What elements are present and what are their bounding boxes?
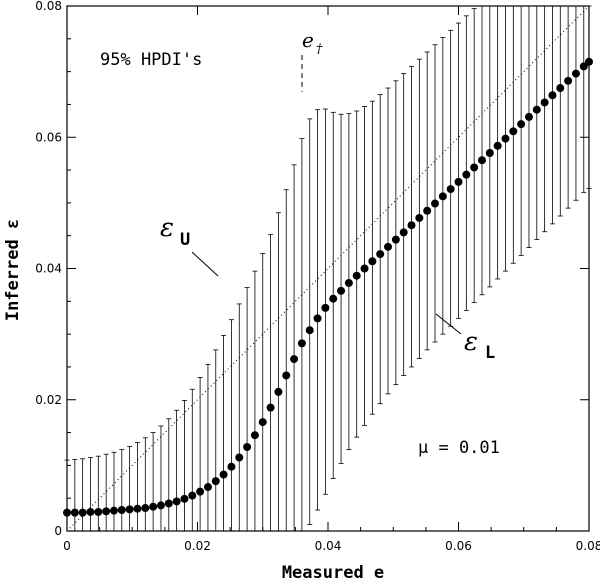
data-point — [337, 286, 346, 295]
data-point — [141, 504, 150, 513]
data-point — [149, 502, 158, 511]
data-point — [211, 477, 220, 486]
y-tick-label: 0.08 — [35, 0, 62, 13]
data-point — [109, 506, 118, 515]
data-point — [477, 156, 486, 165]
data-point — [243, 443, 252, 451]
data-point — [423, 206, 432, 215]
data-point — [462, 170, 471, 179]
data-point — [86, 507, 95, 516]
error-bars-layer — [64, 5, 592, 531]
e-dagger-subscript: † — [316, 42, 323, 57]
data-point — [438, 192, 447, 201]
data-point — [532, 105, 541, 114]
y-tick-label: 0 — [54, 524, 62, 538]
ticks-layer: 0 0.02 0.04 0.06 0.08 0 0.02 0.04 0.06 0.08 — [35, 0, 600, 553]
hpdi-annotation: 95% HPDI's — [100, 50, 202, 70]
data-point — [509, 127, 518, 136]
data-point — [517, 120, 526, 129]
data-point — [352, 271, 361, 280]
e-dagger-label: e — [302, 28, 314, 52]
identity-line — [66, 5, 590, 532]
x-axis-title: Measured e — [282, 563, 384, 580]
y-tick-label: 0.06 — [35, 130, 62, 144]
data-point — [368, 257, 377, 266]
y-tick-label: 0.02 — [35, 393, 62, 407]
x-tick-label: 0.08 — [576, 539, 600, 553]
data-point — [305, 326, 314, 335]
data-point — [94, 507, 103, 516]
data-point — [485, 149, 494, 157]
data-point — [384, 242, 393, 251]
data-point — [125, 505, 134, 514]
data-point — [344, 278, 353, 287]
data-point — [172, 497, 181, 506]
x-tick-label: 0.04 — [315, 539, 342, 553]
data-point — [313, 314, 322, 323]
data-point — [571, 69, 580, 78]
eps-u-subscript: U — [180, 230, 190, 250]
data-point — [540, 98, 549, 107]
data-point — [556, 84, 565, 93]
x-tick-label: 0.06 — [445, 539, 472, 553]
data-point — [399, 228, 408, 237]
data-point — [282, 371, 291, 380]
data-point — [188, 491, 197, 500]
data-point — [360, 264, 369, 273]
points-layer — [63, 57, 593, 517]
data-point — [70, 508, 79, 517]
data-point — [329, 294, 338, 303]
y-axis-title: Inferred ε — [3, 219, 23, 321]
x-tick-label: 0 — [63, 539, 71, 553]
eps-l-subscript: L — [485, 343, 495, 363]
data-point — [407, 221, 416, 230]
data-point — [470, 163, 479, 172]
data-point — [227, 462, 236, 471]
data-point — [493, 141, 502, 150]
data-point — [376, 250, 385, 259]
data-point — [164, 499, 173, 508]
mu-annotation: μ = 0.01 — [418, 438, 500, 458]
y-tick-label: 0.04 — [35, 262, 62, 276]
data-point — [203, 483, 212, 492]
data-point — [196, 487, 205, 496]
data-point — [290, 355, 299, 364]
data-point — [446, 185, 455, 194]
data-point — [78, 508, 87, 517]
data-point — [156, 501, 165, 510]
data-point — [564, 76, 573, 85]
data-point — [274, 387, 283, 396]
data-point — [431, 199, 440, 208]
data-point — [415, 213, 424, 222]
data-point — [297, 339, 306, 348]
data-point — [133, 504, 142, 513]
x-tick-label: 0.02 — [184, 539, 211, 553]
data-point — [235, 453, 244, 462]
data-point — [219, 470, 228, 479]
data-point — [102, 507, 111, 516]
data-point — [501, 134, 510, 143]
eps-u-label: ε — [160, 213, 174, 243]
data-point — [548, 91, 557, 100]
data-point — [180, 494, 189, 503]
data-point — [250, 431, 259, 440]
data-point — [258, 418, 267, 427]
data-point — [579, 62, 588, 71]
data-point — [454, 177, 463, 186]
data-point — [524, 112, 533, 121]
eps-u-pointer — [191, 251, 219, 277]
data-point — [321, 303, 330, 312]
eps-l-label: ε — [464, 327, 478, 357]
eps-l-pointer — [435, 313, 462, 335]
data-point — [266, 403, 275, 412]
data-point — [117, 506, 126, 514]
data-point — [391, 235, 400, 244]
